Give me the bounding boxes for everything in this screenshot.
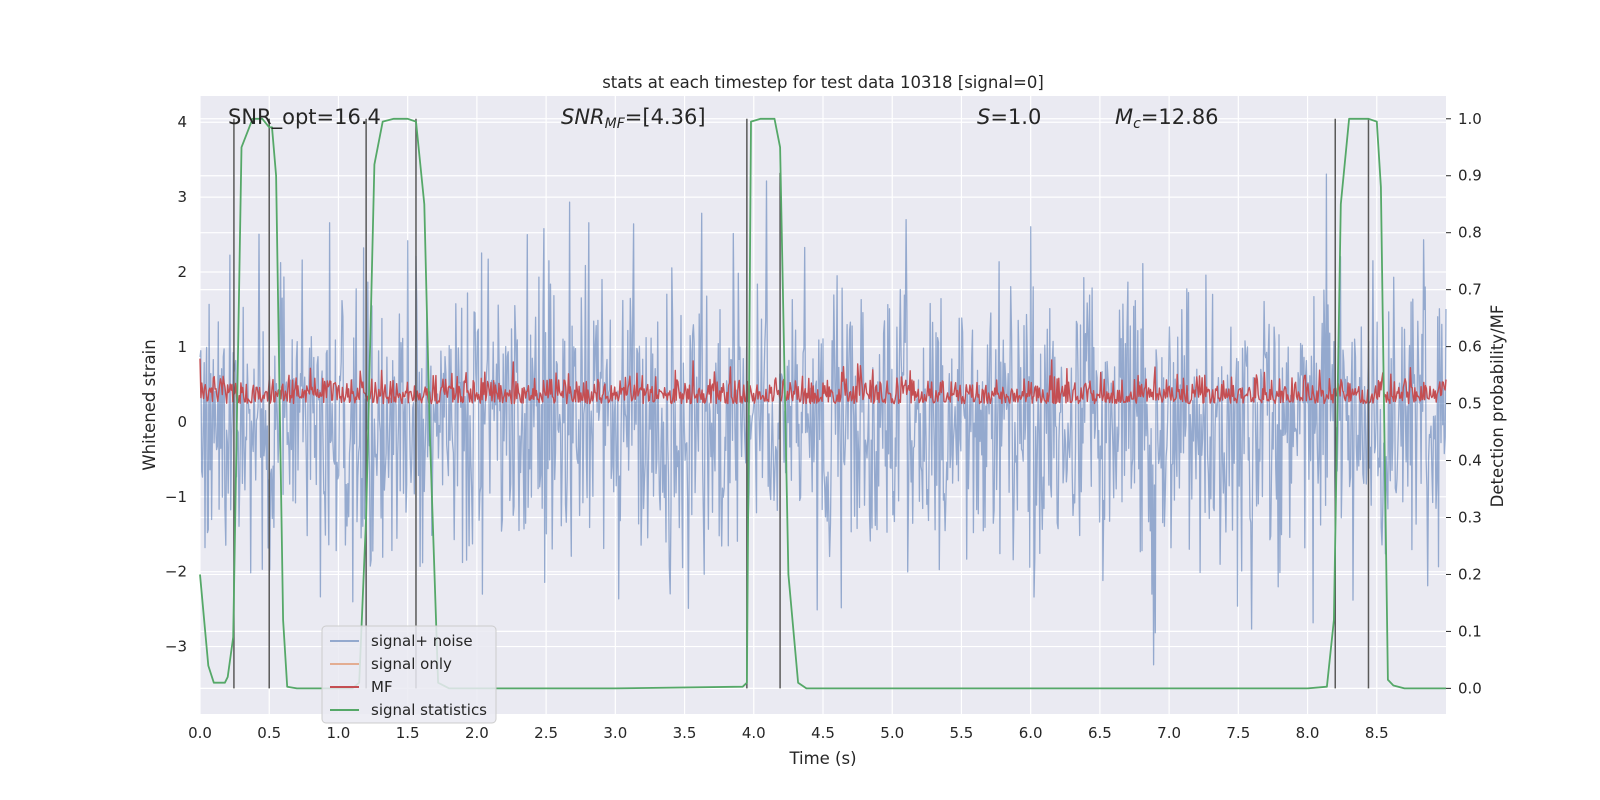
annotation-snr-opt: SNR_opt=16.4 bbox=[228, 105, 381, 130]
x-tick-label: 4.5 bbox=[811, 724, 835, 742]
legend-label-mf: MF bbox=[371, 678, 393, 696]
y-tick-label-left: −3 bbox=[165, 638, 187, 656]
y-tick-label-left: 1 bbox=[177, 338, 187, 356]
x-tick-label: 7.5 bbox=[1226, 724, 1250, 742]
x-tick-label: 7.0 bbox=[1157, 724, 1181, 742]
x-tick-label: 5.0 bbox=[880, 724, 904, 742]
legend-label-signal-only: signal only bbox=[371, 655, 452, 673]
x-tick-label: 3.0 bbox=[603, 724, 627, 742]
y-tick-label-left: 0 bbox=[177, 413, 187, 431]
y-tick-label-right: 0.9 bbox=[1458, 167, 1482, 185]
y-tick-label-right: 0.4 bbox=[1458, 452, 1482, 470]
annotation-snr-mf-value: =[4.36] bbox=[625, 105, 706, 129]
annotation-snr-mf-main: SNR bbox=[561, 105, 605, 129]
x-tick-label: 3.5 bbox=[673, 724, 697, 742]
y-tick-label-right: 0.8 bbox=[1458, 224, 1482, 242]
annotation-mc: Mc=12.86 bbox=[1115, 105, 1219, 132]
annotation-s-main: S bbox=[977, 105, 990, 129]
x-tick-label: 6.0 bbox=[1019, 724, 1043, 742]
mf-line bbox=[199, 358, 1447, 405]
x-tick-label: 1.5 bbox=[396, 724, 420, 742]
annotation-snr-mf: SNRMF=[4.36] bbox=[561, 105, 706, 132]
annotation-s-value: =1.0 bbox=[990, 105, 1041, 129]
series-mf bbox=[199, 358, 1447, 405]
chart-title: stats at each timestep for test data 103… bbox=[602, 73, 1044, 92]
y-axis-label-left: Whitened strain bbox=[140, 339, 159, 470]
annotation-mc-main: M bbox=[1115, 105, 1133, 129]
x-tick-label: 1.0 bbox=[327, 724, 351, 742]
y-tick-label-right: 1.0 bbox=[1458, 110, 1482, 128]
y-tick-label-left: −1 bbox=[165, 488, 187, 506]
x-tick-label: 5.5 bbox=[950, 724, 974, 742]
annotation-snr-mf-sub: MF bbox=[605, 116, 626, 132]
x-tick-label: 0.5 bbox=[257, 724, 281, 742]
y-tick-label-left: −2 bbox=[165, 563, 187, 581]
x-tick-label: 4.0 bbox=[742, 724, 766, 742]
y-tick-label-left: 3 bbox=[177, 188, 187, 206]
y-tick-label-left: 2 bbox=[177, 263, 187, 281]
tick-labels: 0.0 0.5 1.0 1.5 2.0 2.5 3.0 3.5 4.0 4.5 5.0 5.5 6.0 6… bbox=[165, 110, 1482, 742]
series-signal-noise bbox=[199, 173, 1447, 666]
legend-box bbox=[321, 625, 497, 724]
y-tick-label-right: 0.0 bbox=[1458, 679, 1482, 697]
annotation-mc-value: =12.86 bbox=[1141, 105, 1219, 129]
y-tick-label-left: 4 bbox=[177, 113, 187, 131]
y-tick-label-right: 0.5 bbox=[1458, 395, 1482, 413]
x-tick-label: 8.0 bbox=[1296, 724, 1320, 742]
y-axis-label-right: Detection probability/MF bbox=[1488, 305, 1507, 508]
y-tick-label-right: 0.1 bbox=[1458, 622, 1482, 640]
x-tick-label: 6.5 bbox=[1088, 724, 1112, 742]
x-tick-label: 2.5 bbox=[534, 724, 558, 742]
annotation-mc-sub: c bbox=[1133, 116, 1141, 132]
x-tick-label: 0.0 bbox=[188, 724, 212, 742]
y-tick-label-right: 0.2 bbox=[1458, 565, 1482, 583]
signal-noise-line bbox=[199, 173, 1447, 666]
legend-label-signal-noise: signal+ noise bbox=[371, 632, 473, 650]
legend-label-signal-statistics: signal statistics bbox=[371, 701, 487, 719]
x-tick-label: 2.0 bbox=[465, 724, 489, 742]
y-tick-label-right: 0.6 bbox=[1458, 338, 1482, 356]
x-tick-label: 8.5 bbox=[1365, 724, 1389, 742]
x-axis-label: Time (s) bbox=[788, 749, 856, 768]
legend: signal+ noise signal only MF signal stat… bbox=[321, 625, 497, 724]
y-tick-label-right: 0.7 bbox=[1458, 281, 1482, 299]
y-tick-label-right: 0.3 bbox=[1458, 508, 1482, 526]
annotation-s: S=1.0 bbox=[977, 105, 1041, 129]
